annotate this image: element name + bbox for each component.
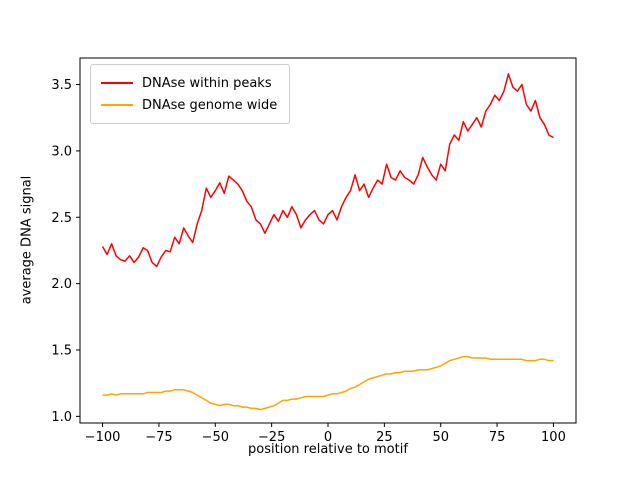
legend-label: DNAse within peaks [142,75,272,91]
y-tick-label: 2.0 [51,277,72,292]
y-tick-label: 2.5 [51,211,72,226]
y-tick-label: 3.5 [51,78,72,93]
legend-line-sample-orange [101,104,133,106]
x-tick-label: 0 [324,430,332,445]
legend-line-sample-red [101,82,133,84]
legend-item: DNAse genome wide [101,94,277,116]
y-tick-label: 3.0 [51,144,72,159]
legend-label: DNAse genome wide [142,97,278,113]
x-tick-label: 100 [541,430,566,445]
legend-item: DNAse within peaks [101,72,277,94]
y-tick-label: 1.0 [51,410,72,425]
y-tick-label: 1.5 [51,344,72,359]
x-tick-label: −50 [202,430,229,445]
x-tick-label: 50 [432,430,449,445]
x-tick-label: 75 [489,430,506,445]
x-tick-label: −75 [145,430,172,445]
series-line-dnase-within-peaks [101,73,554,268]
x-tick-label: −100 [85,430,121,445]
x-axis-title: position relative to motif [248,442,408,457]
x-tick-label: 25 [376,430,393,445]
y-axis-title: average DNA signal [19,175,35,305]
legend: DNAse within peaks DNAse genome wide [90,64,291,124]
series-line-dnase-genome-wide [102,355,554,411]
x-tick-label: −25 [258,430,285,445]
